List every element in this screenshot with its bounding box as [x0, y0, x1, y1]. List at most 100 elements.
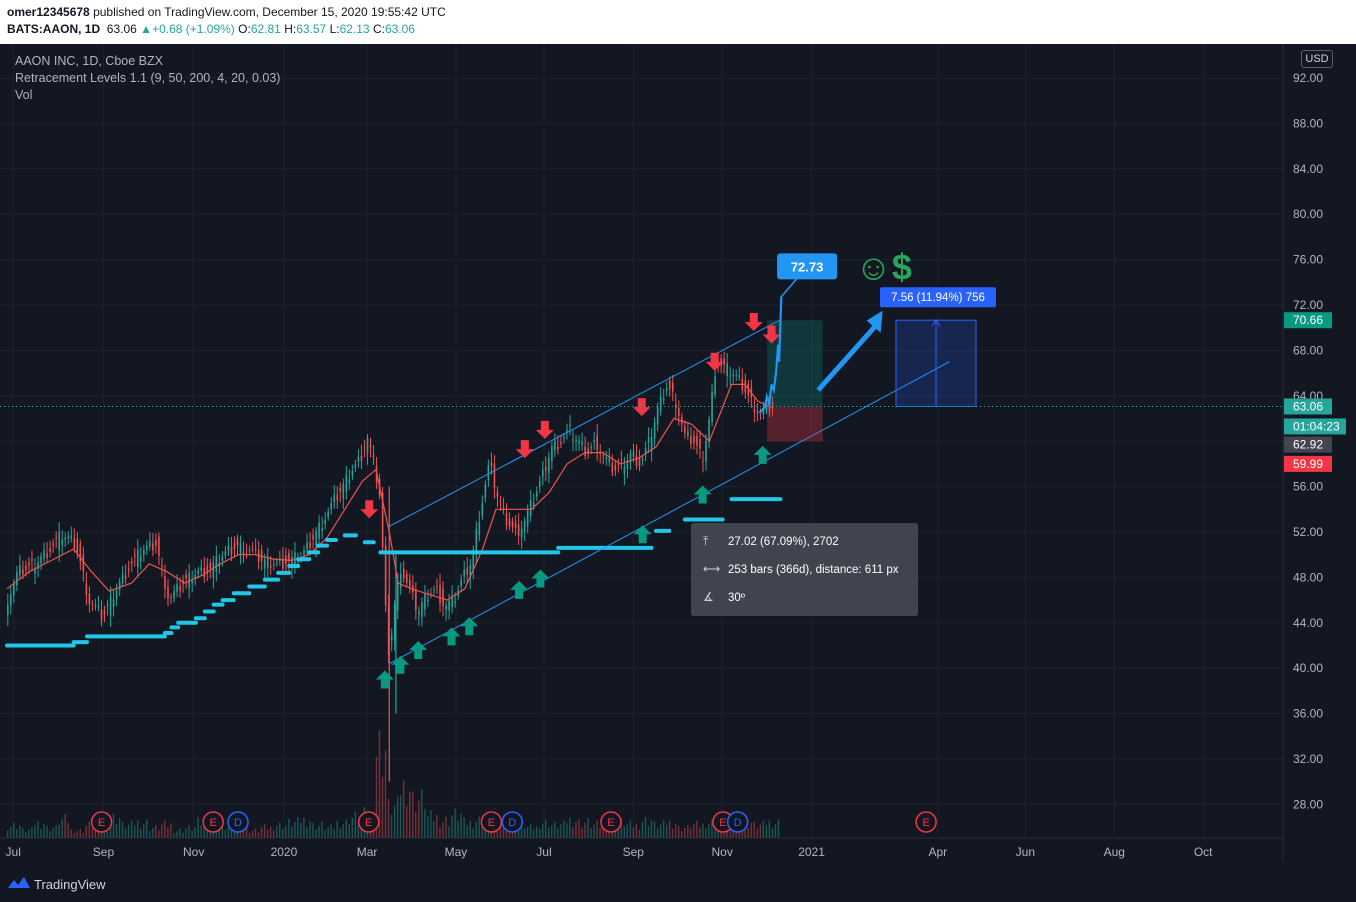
candle-body	[396, 580, 399, 611]
volume-bar	[248, 832, 251, 838]
candle-body	[215, 555, 218, 572]
candle-body	[136, 549, 139, 568]
up-arrow-icon[interactable]	[391, 655, 410, 674]
price-label: 62.92	[1293, 438, 1323, 452]
down-arrow-icon[interactable]	[632, 398, 651, 417]
down-arrow-icon[interactable]	[515, 440, 534, 459]
earnings-marker[interactable]: E	[90, 811, 113, 833]
earnings-marker[interactable]: E	[357, 811, 380, 833]
up-arrow-icon[interactable]	[693, 485, 712, 504]
volume-bar	[490, 828, 493, 838]
grid	[0, 44, 1283, 838]
candle-body	[291, 556, 293, 569]
candle-body	[638, 457, 641, 467]
time-tick-label: Nov	[183, 845, 204, 859]
earnings-marker[interactable]: E	[600, 811, 622, 833]
up-arrow-icon[interactable]	[460, 617, 479, 636]
volume-bar	[514, 829, 517, 838]
legend-indicator[interactable]: Retracement Levels 1.1 (9, 50, 200, 4, 2…	[15, 71, 281, 85]
volume-bar	[10, 826, 12, 838]
candle-body	[756, 410, 759, 413]
down-arrow-icon[interactable]	[360, 500, 379, 519]
candle-body	[297, 561, 299, 563]
callout-box[interactable]	[777, 253, 838, 280]
up-arrow-icon[interactable]	[375, 670, 394, 689]
volume-bar	[167, 827, 169, 838]
candle-body	[251, 548, 254, 550]
dividend-marker[interactable]: D	[726, 811, 749, 833]
earnings-marker[interactable]: E	[915, 811, 937, 833]
legend-title[interactable]: AAON INC, 1D, Cboe BZX	[15, 54, 163, 68]
candle-body	[43, 550, 45, 559]
volume-bar	[708, 824, 710, 838]
price-tick-label: 80.00	[1293, 207, 1323, 221]
close-value: 63.06	[384, 22, 415, 36]
high-value: 63.57	[296, 22, 327, 36]
candle-body	[336, 494, 339, 501]
volume-bar	[127, 824, 130, 838]
candle-body	[303, 550, 305, 555]
price-label-box	[1284, 418, 1346, 435]
volume-bar	[626, 824, 629, 838]
volume-bar	[762, 820, 765, 838]
candle-body	[227, 545, 230, 552]
volume-bar	[393, 805, 396, 838]
projection-path[interactable]	[758, 296, 783, 414]
price-tick-label: 36.00	[1293, 707, 1323, 721]
price-axis[interactable]: 92.0088.0084.0080.0076.0072.0068.0064.00…	[1282, 44, 1346, 862]
candle-body	[448, 600, 450, 611]
chart-area[interactable]: 7.56 (11.94%) 756 72.73 ☺$ E E D E E D E E D E ⤒ 27.02…	[0, 44, 1356, 862]
price-tick-label: 48.00	[1293, 570, 1323, 584]
volume-bar	[656, 828, 659, 838]
volume-bar	[43, 824, 45, 838]
open-label: O:	[238, 22, 251, 36]
candle-body	[233, 542, 236, 550]
up-arrow-icon[interactable]	[633, 525, 652, 544]
footer-brand[interactable]: TradingView	[34, 877, 106, 892]
publisher-name[interactable]: omer12345678	[7, 5, 90, 19]
time-tick-label: Jul	[6, 845, 21, 859]
down-arrow-icon[interactable]	[762, 325, 781, 344]
candle-body	[79, 543, 82, 562]
candle-body	[58, 532, 60, 551]
volume-bar	[756, 828, 759, 838]
smiley-dollar-annotation[interactable]: ☺$	[855, 246, 912, 287]
up-arrow-icon[interactable]	[409, 641, 428, 660]
volume-bar	[112, 813, 115, 838]
dividend-marker[interactable]: D	[501, 811, 524, 833]
candle-body	[130, 561, 133, 564]
up-arrow-icon[interactable]	[531, 569, 550, 588]
down-arrow-icon[interactable]	[744, 313, 763, 332]
candle-body	[569, 424, 571, 426]
down-arrow-icon[interactable]	[535, 420, 554, 439]
time-axis[interactable]: Jul Sep Nov 2020 Mar May Jul Sep Nov 2021 Apr Jun Au…	[0, 837, 1283, 859]
projection-big-arrow-shaft[interactable]	[816, 323, 879, 392]
price-tick-label: 68.00	[1293, 343, 1323, 357]
marker-circle	[480, 811, 503, 833]
volume-bar	[620, 818, 622, 838]
symbol-label: BATS:AAON, 1D	[7, 22, 101, 36]
down-arrow-icon[interactable]	[705, 352, 724, 371]
up-arrow-icon[interactable]	[442, 627, 461, 646]
candle-body	[363, 447, 366, 449]
earnings-marker[interactable]: E	[202, 811, 224, 833]
up-arrow-icon[interactable]	[753, 445, 772, 464]
earnings-marker[interactable]: E	[480, 811, 503, 833]
volume-bar	[266, 829, 269, 838]
price-tick-label: 56.00	[1293, 480, 1323, 494]
candle-body	[735, 374, 738, 376]
ruler-tooltip[interactable]: ⤒ 27.02 (67.09%), 2702 ⟷ 253 bars (366d), d…	[691, 523, 918, 616]
time-tick-label: Oct	[1194, 845, 1213, 859]
dividend-marker[interactable]: D	[227, 811, 249, 833]
volume-bar	[714, 827, 716, 838]
currency-badge[interactable]: USD	[1301, 50, 1333, 68]
measure-label-box[interactable]	[880, 287, 996, 308]
volume-bar	[593, 824, 595, 838]
long-position-loss-zone[interactable]	[767, 406, 823, 442]
up-arrow-icon[interactable]	[510, 580, 529, 599]
measure-label: 7.56 (11.94%) 756	[891, 292, 985, 304]
legend-volume[interactable]: Vol	[15, 88, 33, 102]
channel-lower-line[interactable]	[389, 361, 950, 665]
volume-bar	[22, 828, 24, 838]
